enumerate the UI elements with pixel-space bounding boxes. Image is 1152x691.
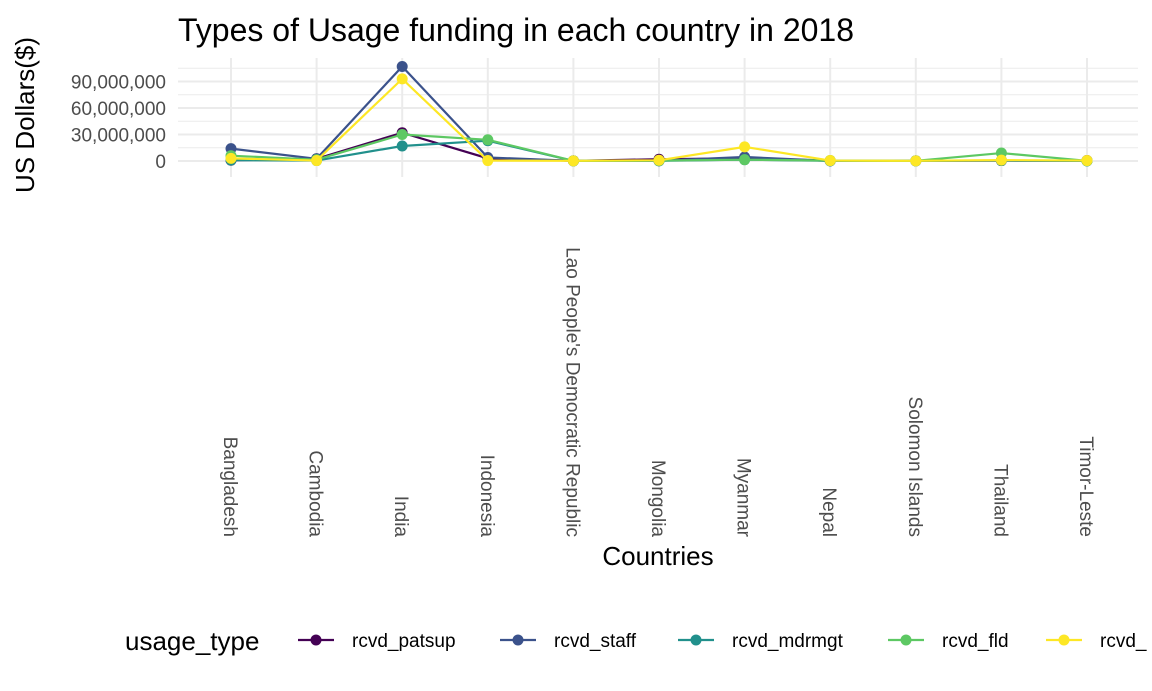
data-point (482, 134, 494, 146)
x-tick-label: Mongolia (647, 460, 668, 538)
legend-key-point (900, 634, 912, 646)
legend-label: rcvd_patsup (352, 631, 456, 652)
data-point (739, 141, 751, 153)
chart-title: Types of Usage funding in each country i… (178, 12, 854, 48)
y-tick-label: 90,000,000 (71, 73, 166, 94)
x-tick-label: Myanmar (733, 458, 754, 538)
data-point (396, 60, 408, 72)
legend-title: usage_type (125, 626, 259, 656)
data-point (653, 154, 665, 166)
y-axis-ticks: 0 30,000,000 60,000,000 90,000,000 (71, 73, 166, 174)
legend-label: rcvd_fld (942, 631, 1009, 652)
x-tick-label: Nepal (818, 487, 839, 537)
data-point (739, 154, 751, 166)
x-tick-label: Cambodia (305, 450, 326, 537)
legend-label: rcvd_mdrmgt (732, 631, 844, 652)
data-point (1081, 155, 1093, 167)
series-group (225, 60, 1093, 167)
data-point (396, 129, 408, 140)
y-tick-label: 60,000,000 (71, 99, 166, 120)
x-tick-label: Thailand (989, 464, 1010, 537)
legend: usage_type rcvd_patsup rcvd_staff rcvd_mdr… (125, 626, 1147, 656)
x-tick-label: Timor-Leste (1075, 436, 1096, 537)
legend-label: rcvd_ (1100, 631, 1147, 652)
series-rcvd_ (225, 73, 1093, 167)
legend-item-rcvd_mdrmgt: rcvd_mdrmgt (678, 631, 844, 652)
x-tick-label: India (390, 496, 411, 538)
data-point (396, 140, 408, 152)
x-tick-label: Solomon Islands (904, 397, 925, 537)
legend-key-point (690, 634, 702, 646)
data-point (567, 155, 579, 167)
data-point (311, 155, 323, 167)
x-tick-label: Lao People's Democratic Republic (561, 247, 582, 537)
legend-label: rcvd_staff (554, 631, 637, 652)
data-point (225, 152, 237, 164)
x-tick-label: Indonesia (476, 455, 497, 538)
data-point (482, 155, 494, 167)
legend-item-rcvd_staff: rcvd_staff (500, 631, 637, 652)
y-tick-label: 30,000,000 (71, 126, 166, 147)
legend-key-point (512, 634, 524, 646)
x-axis-title: Countries (602, 541, 713, 571)
y-axis-title: US Dollars($) (10, 37, 40, 193)
data-point (910, 155, 922, 167)
y-tick-label: 0 (155, 152, 166, 173)
data-point (824, 155, 836, 167)
legend-item-rcvd_patsup: rcvd_patsup (298, 631, 456, 652)
legend-key-point (1058, 634, 1070, 646)
data-point (995, 154, 1007, 166)
legend-item-rcvd_: rcvd_ (1046, 631, 1147, 652)
legend-key-point (310, 634, 322, 646)
x-tick-label: Bangladesh (219, 437, 240, 537)
data-point (396, 73, 408, 85)
x-axis-ticks: Bangladesh Cambodia India Indonesia Lao Peop… (219, 247, 1096, 538)
legend-item-rcvd_fld: rcvd_fld (888, 631, 1009, 652)
